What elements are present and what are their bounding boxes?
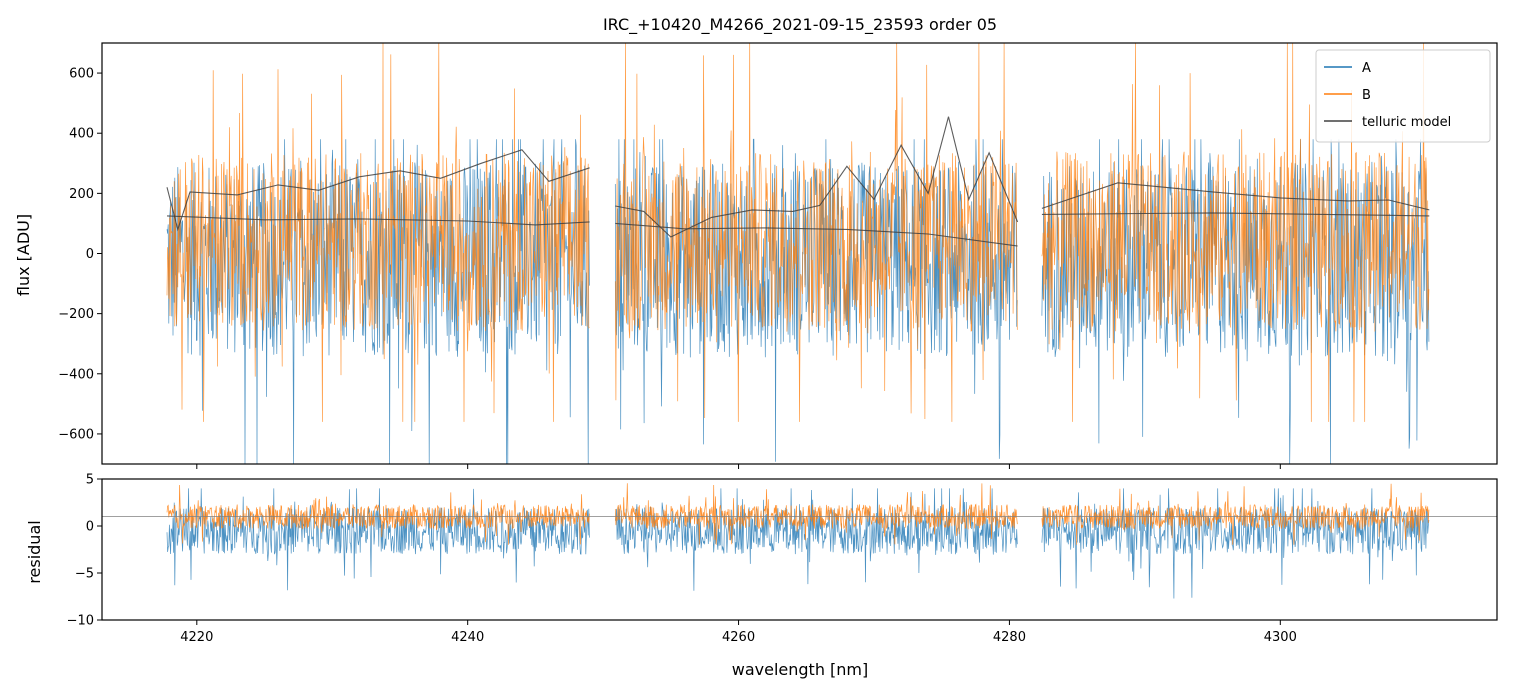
residual-xtick-label: 4220: [180, 630, 213, 645]
series-b-residual-line: [166, 483, 1430, 545]
series-b-flux-line: [166, 43, 1430, 422]
residual-ytick-label: 5: [86, 473, 94, 488]
residual-xtick-label: 4260: [722, 630, 755, 645]
residual-ytick-label: −10: [67, 614, 94, 629]
flux-ytick-label: 400: [69, 127, 94, 142]
flux-ytick-label: −400: [58, 367, 94, 382]
residual-panel-frame: [101, 478, 1498, 621]
flux-ytick-label: 600: [69, 67, 94, 82]
legend-box: [1315, 49, 1491, 143]
residual-ytick-label: 0: [86, 520, 94, 535]
residual-xtick-label: 4280: [993, 630, 1026, 645]
flux-y-axis-label: flux [ADU]: [14, 214, 33, 296]
legend-entry-label: telluric model: [1362, 115, 1451, 130]
residual-xtick-label: 4240: [451, 630, 484, 645]
flux-ytick-label: 200: [69, 187, 94, 202]
legend-entry-label: B: [1362, 88, 1371, 103]
residual-xtick-label: 4300: [1264, 630, 1297, 645]
flux-ytick-label: 0: [86, 247, 94, 262]
residual-y-axis-label: residual: [25, 520, 44, 583]
x-axis-label: wavelength [nm]: [732, 660, 869, 679]
telluric-model-lower-line: [166, 212, 1430, 247]
flux-ytick-label: −600: [58, 427, 94, 442]
residual-ytick-label: −5: [75, 567, 94, 582]
chart-title: IRC_+10420_M4266_2021-09-15_23593 order …: [603, 15, 997, 35]
telluric-model-upper-line: [166, 116, 1430, 238]
series-a-residual-line: [166, 488, 1430, 599]
flux-ytick-label: −200: [58, 307, 94, 322]
flux-panel: −600 −400 −200 0 200 400 600 flux [ADU] ABtell…: [14, 42, 1498, 469]
legend-entry-label: A: [1362, 61, 1371, 76]
residual-panel: −10 −5 0 5 4220 4240 4260 4280 4300 residual wa…: [25, 473, 1498, 679]
